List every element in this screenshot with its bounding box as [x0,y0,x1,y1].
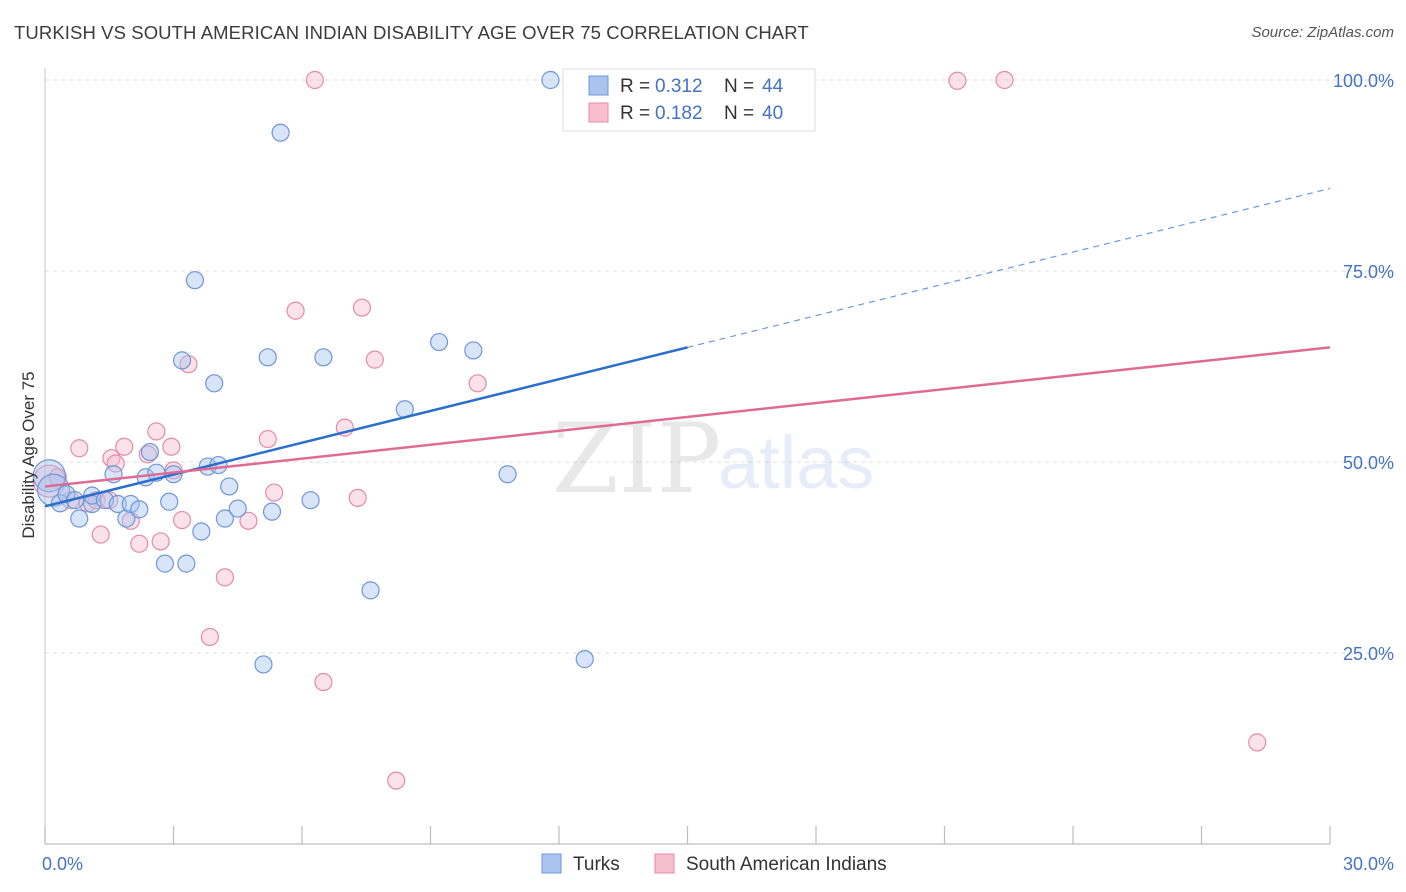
y-tick-labels: 25.0% 50.0% 75.0% 100.0% [1333,71,1394,664]
y-tick-label: 75.0% [1343,262,1394,282]
sai-point [70,439,89,458]
stats-n-label-sai: N = [724,103,754,124]
stats-r-value-turks: 0.312 [655,76,703,97]
sai-point [200,627,220,647]
sai-point [365,350,384,369]
turks-point [464,341,483,360]
turks-point [192,522,211,541]
stats-r-value-sai: 0.182 [655,103,703,124]
turks-point [541,70,560,90]
turks-point [498,465,517,484]
x-tick-label-max: 30.0% [1343,854,1394,874]
turks-point [262,502,282,521]
turks-point [108,494,127,514]
turks-point [205,374,224,393]
sai-point [258,429,277,449]
sai-point [286,301,305,320]
turks-point [228,499,247,518]
y-tick-label: 100.0% [1333,71,1394,91]
sai-point [239,511,258,530]
watermark: ZIP atlas [552,403,874,515]
turks-point [121,494,140,514]
sai-point [305,70,324,90]
turks-point [36,473,71,507]
turks-points [32,70,646,674]
stats-legend-swatch-turks [588,75,609,96]
turks-point [361,581,380,600]
stats-n-label-turks: N = [724,76,754,97]
legend-label-sai: South American Indians [686,854,887,875]
sai-point [162,437,181,456]
sai-point [995,70,1014,90]
turks-point [117,509,136,528]
stats-legend-swatch-sai [588,102,609,123]
stats-n-value-sai: 40 [762,103,783,124]
sai-point [130,534,149,553]
source-credit: Source: ZipAtlas.com [1251,24,1394,41]
sai-trend-line [44,346,1331,488]
sai-point [172,510,192,530]
turks-point [220,477,239,496]
turks-point [575,650,594,669]
sai-point [314,672,333,692]
turks-point [258,348,277,367]
sai-point [1248,733,1267,752]
sai-point [948,71,967,90]
gridlines [45,79,1392,654]
turks-point [185,271,205,290]
turks-point [172,351,192,370]
chart-title: TURKISH VS SOUTH AMERICAN INDIAN DISABIL… [14,22,809,43]
turks-point [32,459,66,493]
sai-point [147,422,166,441]
turks-point [177,554,196,573]
turks-point [271,123,290,142]
sai-point [265,483,284,502]
turks-point [301,491,320,510]
series-legend: Turks South American Indians [541,853,887,875]
turks-point [70,509,89,528]
legend-swatch-sai [654,853,675,874]
stats-legend: R = 0.312 N = 44 R = 0.182 N = 40 [562,68,816,132]
turks-point [314,348,333,367]
turks-point [429,332,449,352]
turks-trend-extension [687,187,1331,348]
sai-point [151,532,170,551]
turks-trend-line [44,346,688,508]
sai-point [115,437,134,456]
watermark-atlas: atlas [718,421,874,504]
sai-point [215,568,234,587]
legend-swatch-turks [541,853,562,874]
y-tick-label: 50.0% [1343,453,1394,473]
turks-point [130,500,149,519]
stats-r-label-sai: R = [620,103,650,124]
legend-label-turks: Turks [573,854,620,875]
sai-point [348,488,367,508]
turks-point [160,492,179,511]
sai-point [387,771,406,790]
y-tick-label: 25.0% [1343,644,1394,664]
stats-n-value-turks: 44 [762,76,784,97]
turks-point [215,509,234,528]
trend-lines [44,187,1331,508]
sai-point [352,298,372,317]
turks-point [155,554,175,573]
watermark-zip: ZIP [552,403,721,515]
sai-point [138,445,157,464]
x-tick-label-min: 0.0% [42,854,83,874]
sai-point [468,374,487,393]
x-axis [44,68,1331,845]
stats-r-label-turks: R = [620,76,650,97]
turks-point [254,655,273,674]
turks-point [140,442,160,462]
sai-point [91,525,110,544]
y-axis-title: Disability Age Over 75 [19,371,38,538]
